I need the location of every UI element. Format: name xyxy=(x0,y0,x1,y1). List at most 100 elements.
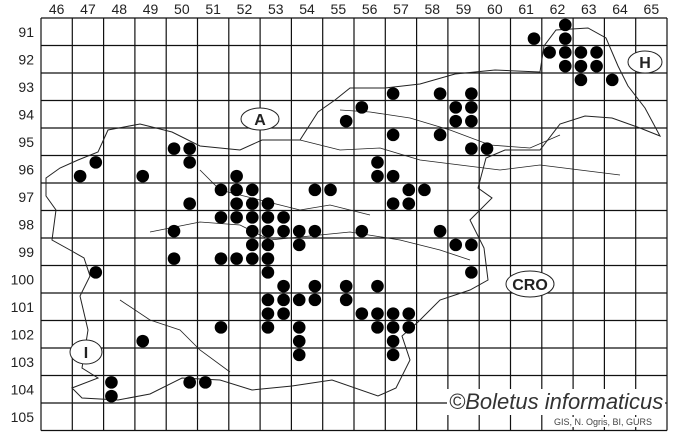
occurrence-dot xyxy=(308,183,322,197)
occurrence-dot xyxy=(89,156,103,169)
occurrence-dot xyxy=(214,183,228,197)
occurrence-dot xyxy=(292,321,306,334)
occurrence-dot xyxy=(339,114,353,128)
column-label: 47 xyxy=(80,1,96,17)
occurrence-dot xyxy=(277,224,290,238)
row-label: 92 xyxy=(18,51,34,67)
occurrence-dot xyxy=(308,279,322,293)
river xyxy=(339,109,561,149)
row-label: 100 xyxy=(11,271,35,287)
occurrence-dot xyxy=(433,87,447,100)
label-hungary-text: H xyxy=(639,55,651,72)
grid-lines xyxy=(40,17,668,432)
occurrence-dot xyxy=(245,211,259,224)
occurrence-dot xyxy=(183,156,196,169)
occurrence-dot xyxy=(449,101,463,114)
column-label: 54 xyxy=(299,1,315,17)
occurrence-dot xyxy=(230,183,243,197)
label-hungary: H xyxy=(627,50,663,74)
column-label: 49 xyxy=(143,1,159,17)
column-label: 53 xyxy=(268,1,284,17)
occurrence-dot xyxy=(590,46,603,59)
occurrence-dot xyxy=(277,307,290,320)
occurrence-dot xyxy=(465,87,478,100)
row-label: 102 xyxy=(11,326,35,342)
column-label: 65 xyxy=(644,1,660,17)
occurrence-dot xyxy=(465,101,478,114)
river xyxy=(119,299,231,373)
row-label: 97 xyxy=(18,189,34,205)
occurrence-dot xyxy=(261,321,275,334)
occurrence-dot xyxy=(136,169,150,183)
label-italy: I xyxy=(69,339,103,365)
occurrence-dot xyxy=(386,128,400,142)
row-label: 98 xyxy=(18,216,34,232)
occurrence-dot xyxy=(543,46,556,59)
occurrence-dot xyxy=(371,156,384,169)
occurrence-dot xyxy=(245,238,259,252)
row-label: 91 xyxy=(18,24,34,40)
occurrence-dot xyxy=(277,211,290,224)
occurrence-dot xyxy=(465,114,478,128)
occurrence-dot xyxy=(261,307,275,320)
occurrence-dot xyxy=(386,169,400,183)
occurrence-dot xyxy=(183,376,196,389)
occurrence-dots xyxy=(73,18,619,403)
occurrence-dot xyxy=(183,142,196,155)
column-label: 51 xyxy=(205,1,221,17)
occurrence-dot xyxy=(261,238,275,252)
occurrence-dot xyxy=(433,128,447,142)
occurrence-dot xyxy=(574,59,588,73)
occurrence-dot xyxy=(167,224,181,238)
occurrence-dot xyxy=(261,252,275,265)
occurrence-dot xyxy=(386,307,400,320)
occurrence-dot xyxy=(418,183,431,197)
occurrence-dot xyxy=(277,279,290,293)
occurrence-dot xyxy=(261,211,275,224)
occurrence-dot xyxy=(449,114,463,128)
occurrence-dot xyxy=(386,334,400,348)
label-italy-text: I xyxy=(84,345,88,362)
row-label: 99 xyxy=(18,244,34,260)
occurrence-dot xyxy=(214,252,228,265)
occurrence-dot xyxy=(245,224,259,238)
row-label: 96 xyxy=(18,161,34,177)
occurrence-dot xyxy=(230,211,243,224)
occurrence-dot xyxy=(339,279,353,293)
occurrence-dot xyxy=(105,389,118,403)
column-label: 59 xyxy=(456,1,472,17)
column-label: 57 xyxy=(393,1,409,17)
occurrence-dot xyxy=(89,266,103,279)
column-label: 55 xyxy=(331,1,347,17)
column-label: 64 xyxy=(612,1,628,17)
occurrence-dot xyxy=(324,183,337,197)
occurrence-dot xyxy=(386,321,400,334)
occurrence-dot xyxy=(245,197,259,210)
column-label: 63 xyxy=(581,1,597,17)
label-croatia-text: CRO xyxy=(512,277,548,294)
occurrence-dot xyxy=(355,307,369,320)
grid-labels: 46 47 48 49 50 51 52 53 54 55 56 57 58 59 60 61 62 63 64 65… xyxy=(11,1,660,425)
occurrence-dot xyxy=(277,293,290,307)
occurrence-dot xyxy=(308,293,322,307)
occurrence-dot xyxy=(261,224,275,238)
occurrence-dot xyxy=(558,46,572,59)
occurrence-dot xyxy=(292,334,306,348)
column-label: 46 xyxy=(49,1,65,17)
occurrence-dot xyxy=(73,169,87,183)
column-label: 58 xyxy=(424,1,440,17)
occurrence-dot xyxy=(433,224,447,238)
row-label: 95 xyxy=(18,134,34,150)
occurrence-dot xyxy=(480,142,494,155)
occurrence-dot xyxy=(261,266,275,279)
occurrence-dot xyxy=(465,142,478,155)
occurrence-dot xyxy=(386,348,400,362)
occurrence-dot xyxy=(371,321,384,334)
occurrence-dot xyxy=(230,169,243,183)
label-austria: A xyxy=(240,107,280,131)
occurrence-dot xyxy=(292,238,306,252)
occurrence-dot xyxy=(402,307,416,320)
column-label: 52 xyxy=(237,1,253,17)
column-label: 50 xyxy=(174,1,190,17)
